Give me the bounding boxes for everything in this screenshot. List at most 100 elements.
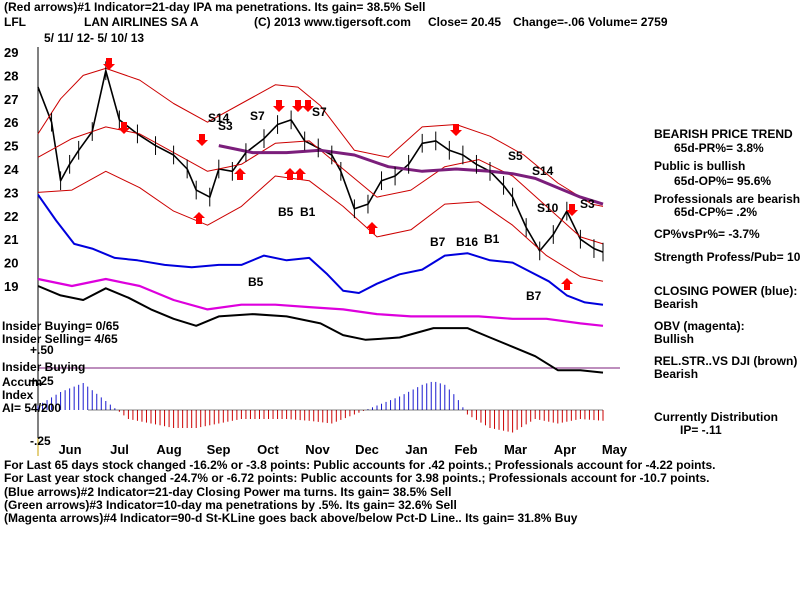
footer-green-arrows: (Green arrows)#3 Indicator=10-day ma pen… [4, 498, 457, 512]
red-up-arrow [294, 168, 306, 180]
plot-layer [37, 47, 620, 456]
signal-label: B1 [300, 205, 316, 219]
volume-value: Volume= 2759 [588, 15, 668, 29]
relstr-status: Bearish [654, 367, 699, 381]
strength-ratio: Strength Profess/Pub= 10 [654, 250, 800, 264]
signal-label: B1 [484, 232, 500, 246]
ip-value: IP= -.11 [680, 423, 722, 437]
accum-label: Accum [2, 375, 43, 389]
trend-title: BEARISH PRICE TREND [654, 127, 793, 141]
relstr-label: REL.STR..VS DJI (brown) [654, 354, 798, 368]
signal-label: B5 [248, 275, 264, 289]
month-label: Dec [355, 442, 379, 457]
red-down-arrow [273, 100, 285, 112]
month-label: Oct [257, 442, 279, 457]
header-indicator-1: (Red arrows)#1 Indicator=21-day IPA ma p… [4, 0, 426, 14]
series-middle-band [37, 126, 604, 245]
y-tick-label: 24 [4, 162, 19, 177]
y-tick-label: 19 [4, 279, 18, 294]
series-rel-str-vs-dji [37, 285, 604, 374]
pro-status: Professionals are bearish [654, 192, 800, 206]
month-label: May [602, 442, 628, 457]
y-tick-label: 22 [4, 209, 18, 224]
signal-label: B5 [278, 205, 294, 219]
y-tick-label: 29 [4, 45, 18, 60]
month-label: Mar [504, 442, 527, 457]
y-tick-label: 25 [4, 139, 18, 154]
y-tick-label: 20 [4, 256, 18, 271]
red-down-arrow [302, 100, 314, 112]
ai-value: AI= 54/200 [2, 401, 62, 415]
red-up-arrow [366, 222, 378, 234]
signal-label: B7 [430, 235, 446, 249]
cp-vs-pr: CP%vsPr%= -3.7% [654, 227, 760, 241]
month-label: Nov [305, 442, 330, 457]
red-up-arrow [193, 212, 205, 224]
y-tick-label: 23 [4, 185, 18, 200]
y-tick-label: 21 [4, 232, 18, 247]
signal-label: B7 [526, 289, 542, 303]
symbol: LFL [4, 15, 26, 29]
insider-buying-count: Insider Buying= 0/65 [2, 319, 120, 333]
y-tick-label: 27 [4, 92, 18, 107]
footer-magenta-arrows: (Magenta arrows)#4 Indicator=90-d St-KLi… [4, 511, 578, 525]
red-up-arrow [234, 168, 246, 180]
red-up-arrow [561, 278, 573, 290]
op-value: 65d-OP%= 95.6% [674, 174, 772, 188]
red-down-arrow [450, 124, 462, 136]
distribution-status: Currently Distribution [654, 410, 779, 424]
month-label: Feb [454, 442, 477, 457]
month-label: Jun [58, 442, 81, 457]
obv-status: Bullish [654, 332, 695, 346]
signal-label: S3 [580, 197, 595, 211]
index-label: Index [2, 388, 34, 402]
signal-label: S7 [250, 109, 265, 123]
footer-blue-arrows: (Blue arrows)#2 Indicator=21-day Closing… [4, 485, 452, 499]
month-label: Jul [110, 442, 129, 457]
cp-value: 65d-CP%= .2% [674, 205, 758, 219]
y-tick-label: 28 [4, 68, 18, 83]
y-tick-layer: 29 28 27 26 25 24 23 22 21 20 19 [4, 45, 19, 294]
month-label: Apr [554, 442, 576, 457]
accum-minus25: -.25 [30, 434, 51, 448]
accum-plus25: +.25 [30, 374, 54, 388]
signal-label: S14 [208, 111, 230, 125]
red-down-arrow [292, 100, 304, 112]
red-down-arrow [196, 134, 208, 146]
signal-label: S14 [532, 164, 554, 178]
month-label: Sep [207, 442, 231, 457]
series-upper-band [37, 67, 604, 207]
accum-plus50: +.50 [30, 343, 54, 357]
series-closing-power [37, 194, 604, 306]
close-value: Close= 20.45 [428, 15, 502, 29]
insider-buying-label: Insider Buying [2, 360, 86, 374]
series-long-ma [218, 144, 604, 206]
month-label: Jan [405, 442, 427, 457]
footer-65-day: For Last 65 days stock changed -16.2% or… [4, 458, 716, 472]
red-down-arrow [118, 122, 130, 134]
change-value: Change=-.06 [513, 15, 585, 29]
red-down-arrow [566, 204, 578, 216]
signal-label: S5 [508, 149, 523, 163]
y-tick-label: 26 [4, 115, 18, 130]
closing-power-status: Bearish [654, 297, 699, 311]
month-layer: Jun Jul Aug Sep Oct Nov Dec Jan Feb Mar Apr May [58, 442, 627, 457]
obv-label: OBV (magenta): [654, 319, 745, 333]
date-range: 5/ 11/ 12- 5/ 10/ 13 [44, 31, 145, 45]
copyright: (C) 2013 www.tigersoft.com [254, 15, 411, 29]
pr-value: 65d-PR%= 3.8% [674, 141, 764, 155]
signal-label: S3 [218, 119, 233, 133]
public-status: Public is bullish [654, 159, 746, 173]
footer-year: For Last year stock changed -24.7% or -6… [4, 471, 710, 485]
insider-selling-count: Insider Selling= 4/65 [2, 332, 118, 346]
signal-label: S10 [537, 201, 559, 215]
series-obv [37, 277, 604, 327]
red-up-arrow [284, 168, 296, 180]
signal-label: S7 [312, 105, 327, 119]
closing-power-label: CLOSING POWER (blue): [654, 284, 798, 298]
signal-label: B16 [456, 235, 478, 249]
company-name: LAN AIRLINES SA A [84, 15, 199, 29]
series-lower-band [37, 170, 604, 282]
